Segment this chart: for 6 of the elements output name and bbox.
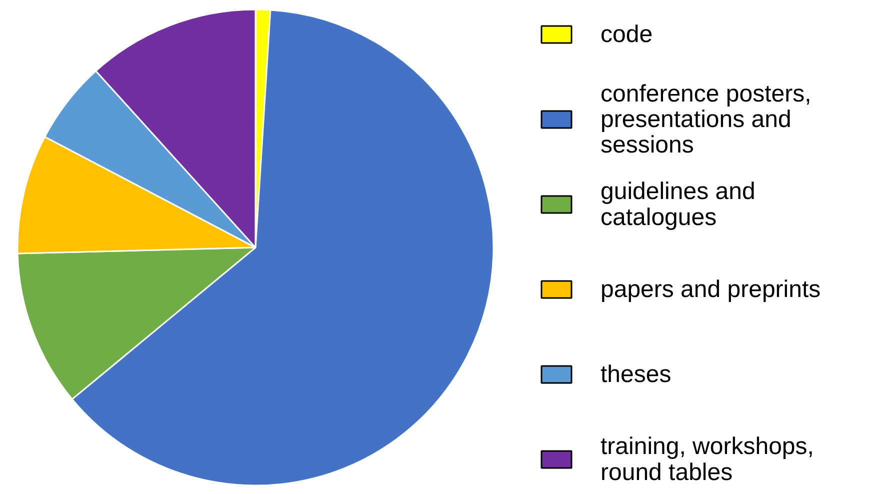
legend-label: guidelines and catalogues xyxy=(600,178,756,231)
legend-label: papers and preprints xyxy=(600,276,821,303)
legend-label: conference posters, presentations and sessions xyxy=(600,80,812,159)
legend-label: code xyxy=(600,21,653,48)
legend-label: training, workshops, round tables xyxy=(600,433,814,486)
legend-label: theses xyxy=(600,361,672,388)
